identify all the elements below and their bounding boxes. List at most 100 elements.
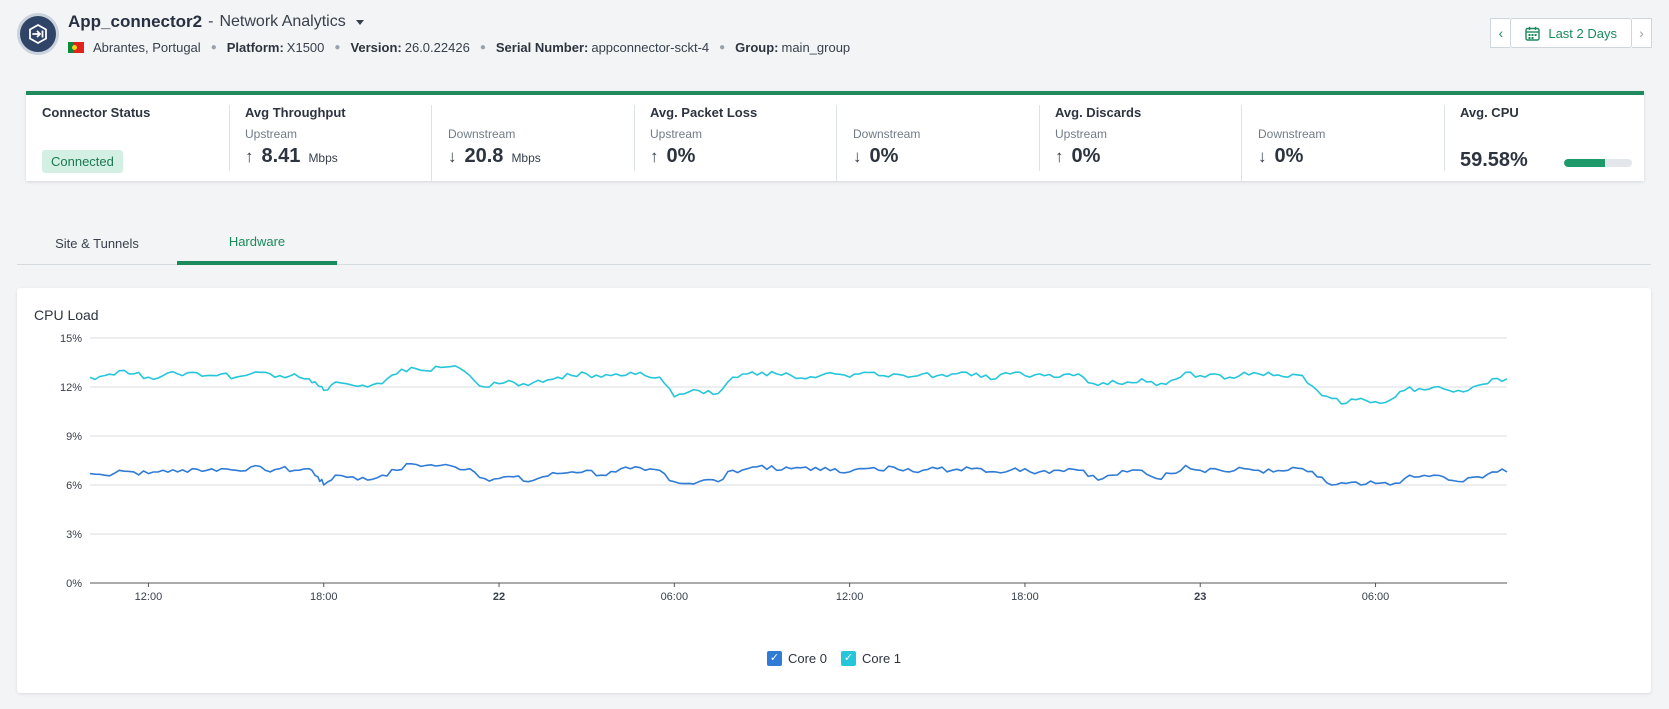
tab-hardware[interactable]: Hardware	[177, 222, 337, 265]
group-label: Group:	[735, 40, 779, 55]
arrow-up-icon: ↑	[650, 147, 659, 166]
downstream-label: Downstream	[448, 127, 516, 141]
upstream-label: Upstream	[1055, 127, 1108, 141]
discards-upstream: Upstream ↑ 0%	[1039, 105, 1241, 181]
throughput-title: Avg Throughput	[245, 105, 346, 120]
next-period-button[interactable]: ›	[1632, 18, 1652, 48]
legend-label: Core 0	[787, 651, 827, 666]
app-name: App_connector2	[68, 12, 203, 31]
serial-value: appconnector-sckt-4	[591, 40, 710, 55]
throughput-stat: Avg Throughput Upstream ↑ 8.41 Mbps Down…	[229, 95, 634, 181]
summary-stats-card: Connector Status Connected Avg Throughpu…	[26, 91, 1644, 181]
checkbox-checked-icon[interactable]: ✓	[841, 651, 856, 666]
legend-label: Core 1	[862, 651, 902, 666]
chart-title: CPU Load	[34, 307, 99, 323]
packet-loss-title: Avg. Packet Loss	[650, 105, 758, 120]
analytics-tabs: Site & Tunnels Hardware	[17, 222, 1651, 265]
divider	[634, 105, 635, 171]
portugal-flag-icon	[68, 42, 84, 53]
y-tick-label: 0%	[66, 578, 82, 590]
downstream-value-row: ↓ 0%	[853, 145, 898, 168]
page-header: App_connector2 - Network Analytics Abran…	[0, 0, 1669, 72]
connector-meta: Abrantes, Portugal ● Platform: X1500 ● V…	[68, 40, 850, 55]
series-line-core-1	[89, 365, 1508, 405]
location-text: Abrantes, Portugal	[93, 40, 201, 55]
page-name[interactable]: Network Analytics	[219, 13, 346, 30]
series-line-core-0	[89, 462, 1508, 486]
tab-site-tunnels[interactable]: Site & Tunnels	[55, 236, 139, 251]
x-tick-label: 22	[493, 591, 505, 603]
legend-core-0[interactable]: ✓ Core 0	[766, 651, 827, 666]
divider	[1039, 105, 1040, 171]
y-tick-label: 6%	[66, 480, 82, 492]
group-value: main_group	[781, 40, 851, 55]
upstream-label: Upstream	[245, 127, 298, 141]
upstream-value-row: ↑ 8.41 Mbps	[245, 145, 338, 168]
x-tick-label: 12:00	[135, 591, 163, 603]
arrow-down-icon: ↓	[1258, 147, 1267, 166]
status-badge: Connected	[42, 150, 123, 173]
arrow-up-icon: ↑	[1055, 147, 1064, 166]
platform-value: X1500	[286, 40, 325, 55]
checkbox-checked-icon[interactable]: ✓	[766, 651, 782, 666]
throughput-upstream: Upstream ↑ 8.41 Mbps	[229, 105, 431, 181]
throughput-downstream-value: 20.8	[464, 145, 504, 167]
packet-loss-upstream: Upstream ↑ 0%	[634, 105, 836, 181]
discards-stat: Avg. Discards Upstream ↑ 0% Downstream ↓…	[1039, 95, 1444, 181]
date-range-button[interactable]: Last 2 Days	[1510, 18, 1632, 48]
divider	[229, 105, 230, 171]
app-connector-logo-icon	[17, 13, 59, 55]
previous-period-button[interactable]: ‹	[1490, 18, 1511, 48]
cpu-stat: Avg. CPU 59.58%	[1444, 95, 1644, 181]
x-tick-label: 12:00	[836, 591, 864, 603]
date-range-label: Last 2 Days	[1548, 25, 1617, 41]
discards-upstream-value: 0%	[1071, 145, 1101, 167]
chevron-down-icon[interactable]	[355, 19, 364, 25]
serial-label: Serial Number:	[495, 40, 589, 55]
cpu-value: 59.58%	[1460, 149, 1528, 171]
packet-loss-downstream: Downstream ↓ 0%	[836, 105, 1038, 181]
packet-loss-downstream-value: 0%	[869, 145, 899, 167]
x-tick-label: 06:00	[1362, 591, 1390, 603]
arrow-down-icon: ↓	[448, 147, 457, 166]
cpu-load-chart: 0% 3% 6% 9% 12% 15% 12:00 18:00 22 06:00 12:00 18:0…	[60, 333, 1508, 603]
packet-loss-stat: Avg. Packet Loss Upstream ↑ 0% Downstrea…	[634, 95, 1039, 181]
version-value: 26.0.22426	[404, 40, 470, 55]
title-separator: -	[208, 13, 214, 30]
chevron-left-icon: ‹	[1498, 25, 1504, 41]
upstream-label: Upstream	[650, 127, 703, 141]
x-tick-label: 06:00	[661, 591, 689, 603]
cpu-progress-bar	[1564, 159, 1632, 167]
y-tick-label: 12%	[60, 382, 82, 394]
discards-downstream-value: 0%	[1274, 145, 1304, 167]
upstream-value-row: ↑ 0%	[650, 145, 695, 168]
meta-separator: ●	[334, 42, 341, 53]
connector-status-title: Connector Status	[42, 105, 151, 120]
x-tick-label: 18:00	[310, 591, 338, 603]
downstream-label: Downstream	[853, 127, 921, 141]
calendar-icon	[1525, 26, 1541, 41]
cpu-progress-fill	[1564, 159, 1605, 167]
arrow-up-icon: ↑	[245, 147, 254, 166]
chart-legend: ✓ Core 0 ✓ Core 1	[17, 651, 1651, 666]
platform-label: Platform:	[226, 40, 284, 55]
meta-separator: ●	[210, 42, 217, 53]
x-tick-label: 23	[1194, 591, 1206, 603]
legend-core-1[interactable]: ✓ Core 1	[841, 651, 901, 666]
chevron-right-icon: ›	[1639, 25, 1644, 41]
y-tick-label: 9%	[66, 431, 82, 443]
downstream-value-row: ↓ 20.8 Mbps	[448, 145, 541, 168]
upstream-value-row: ↑ 0%	[1055, 145, 1100, 168]
meta-separator: ●	[479, 42, 486, 53]
cpu-load-card: CPU Load 0% 3% 6% 9% 12% 15% 12:00 18:00 22 06:00…	[17, 288, 1651, 693]
throughput-upstream-unit: Mbps	[308, 151, 338, 165]
discards-title: Avg. Discards	[1055, 105, 1142, 120]
throughput-downstream-unit: Mbps	[511, 151, 541, 165]
downstream-value-row: ↓ 0%	[1258, 145, 1303, 168]
y-tick-label: 15%	[60, 333, 82, 345]
downstream-label: Downstream	[1258, 127, 1326, 141]
divider	[1444, 105, 1445, 171]
x-tick-label: 18:00	[1011, 591, 1039, 603]
cpu-title: Avg. CPU	[1460, 105, 1519, 120]
arrow-down-icon: ↓	[853, 147, 862, 166]
